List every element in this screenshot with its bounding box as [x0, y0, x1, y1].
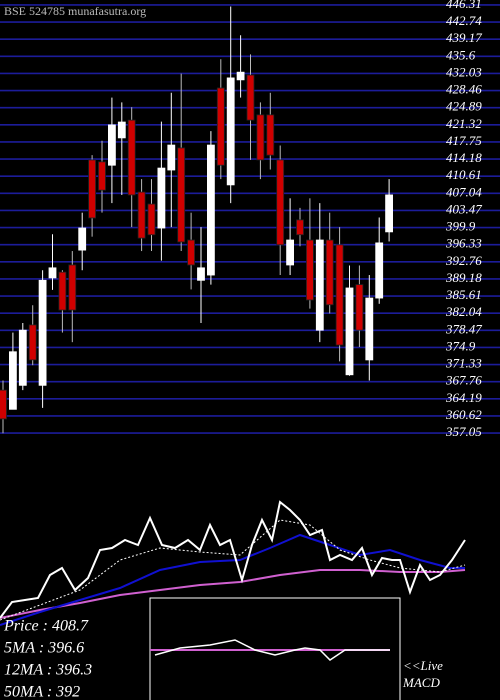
y-tick-label: 392.76	[445, 253, 482, 268]
candle-body	[0, 389, 7, 420]
candle-body	[385, 194, 394, 233]
y-tick-label: 442.74	[446, 13, 482, 28]
y-tick-label: 421.32	[446, 116, 482, 131]
candle-body	[167, 144, 176, 171]
candle-body	[236, 71, 245, 81]
y-tick-label: 374.9	[445, 338, 476, 353]
candle-body	[325, 239, 334, 306]
candle-body	[48, 267, 57, 279]
candle-body	[197, 267, 205, 281]
candle-body	[127, 119, 136, 196]
candle-body	[246, 74, 255, 121]
readout: Price : 408.7	[3, 618, 89, 635]
y-tick-label: 407.04	[446, 184, 482, 199]
candle-body	[266, 114, 275, 156]
candle-body	[108, 124, 116, 166]
readout: 5MA : 396.6	[4, 640, 84, 657]
series-line	[0, 533, 465, 626]
chart-title: BSE 524785 munafasutra.org	[4, 4, 146, 18]
macd-line	[154, 639, 390, 661]
readout: 12MA : 396.3	[4, 662, 92, 679]
candle-body	[8, 351, 17, 410]
series-line	[0, 519, 466, 621]
candle-body	[177, 147, 186, 243]
y-tick-label: 428.46	[446, 82, 482, 97]
candle-body	[305, 239, 314, 301]
candle-body	[98, 161, 106, 191]
y-tick-label: 364.19	[445, 390, 482, 405]
candle-body	[216, 87, 225, 166]
candle-body	[296, 219, 304, 236]
candle-body	[315, 239, 324, 331]
y-tick-label: 414.18	[446, 150, 482, 165]
candle-body	[256, 114, 265, 161]
y-tick-label: 432.03	[446, 64, 482, 79]
series-line	[0, 569, 466, 619]
y-tick-label: 424.89	[446, 99, 482, 114]
candle-body	[117, 121, 126, 139]
candle-body	[147, 203, 156, 236]
y-tick-label: 446.31	[446, 0, 482, 11]
candle-body	[335, 244, 344, 346]
y-tick-label: 410.61	[446, 167, 482, 182]
candle-body	[206, 144, 215, 276]
candle-body	[18, 329, 27, 386]
y-tick-label: 378.47	[445, 321, 482, 336]
candle-body	[375, 242, 384, 299]
macd-label: <<Live MACD	[402, 658, 443, 690]
y-tick-label: 360.62	[445, 407, 482, 422]
candle-body	[365, 297, 374, 361]
candle-body	[58, 271, 67, 311]
y-tick-label: 396.33	[445, 236, 482, 251]
candle-body	[157, 167, 166, 229]
y-tick-label: 399.9	[445, 219, 476, 234]
y-tick-label: 367.76	[445, 373, 482, 388]
readout: 50MA : 392	[4, 684, 80, 700]
candle-body	[68, 264, 77, 311]
candle-body	[187, 239, 196, 266]
candle-body	[355, 284, 364, 331]
candle-body	[226, 77, 235, 186]
y-tick-label: 417.75	[446, 133, 482, 148]
y-tick-label: 435.6	[446, 47, 476, 62]
candle-body	[137, 191, 146, 239]
macd-label-part: <<Live	[403, 658, 443, 673]
macd-label-part: MACD	[402, 675, 440, 690]
y-tick-label: 382.04	[445, 304, 482, 319]
y-tick-label: 357.05	[445, 424, 482, 439]
y-tick-label: 385.61	[445, 287, 482, 302]
candle-body	[88, 159, 96, 219]
candle-body	[345, 287, 354, 376]
candle-body	[286, 239, 295, 266]
series-line	[0, 500, 466, 619]
candle-body	[78, 227, 87, 251]
candle-body	[38, 279, 47, 386]
y-tick-label: 389.18	[445, 270, 482, 285]
candle-body	[276, 159, 285, 246]
y-tick-label: 439.17	[446, 30, 482, 45]
y-tick-label: 403.47	[446, 201, 482, 216]
candle-body	[28, 324, 37, 361]
y-tick-label: 371.33	[445, 356, 482, 371]
